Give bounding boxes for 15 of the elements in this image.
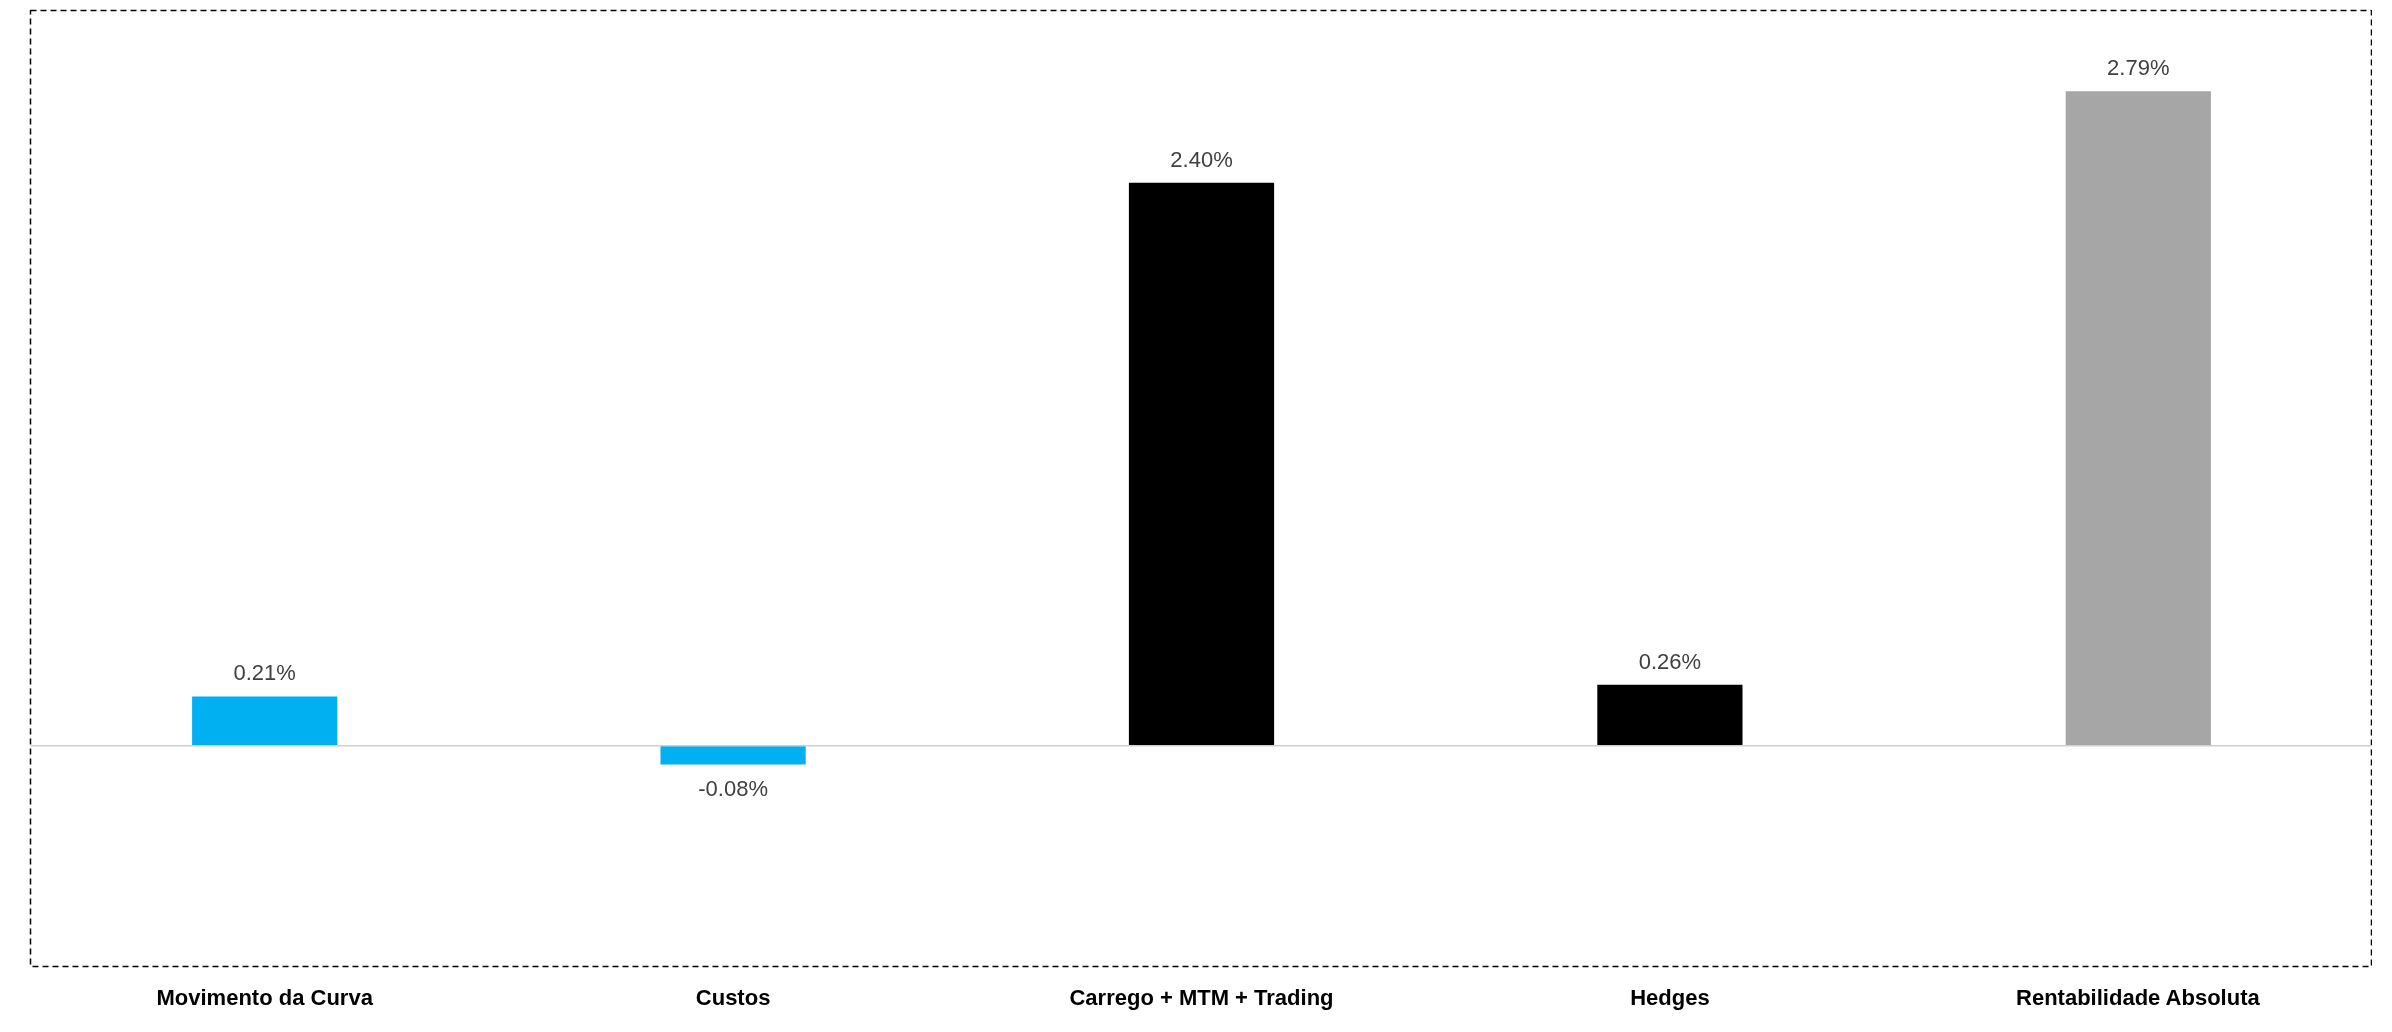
x-tick-label: Movimento da Curva: [156, 984, 374, 1010]
bar: [1128, 182, 1275, 746]
x-tick-label: Custos: [695, 984, 771, 1010]
x-tick-label: Carrego + MTM + Trading: [1069, 984, 1334, 1010]
data-label: -0.08%: [698, 775, 768, 801]
data-label: 0.21%: [233, 660, 296, 686]
bar: [660, 745, 806, 765]
x-tick-label: Rentabilidade Absoluta: [2016, 984, 2261, 1010]
data-label: 0.26%: [1638, 648, 1702, 674]
data-label: 2.40%: [1170, 146, 1233, 172]
bar: [192, 696, 338, 746]
bar: [1597, 684, 1743, 746]
bar: [2065, 91, 2211, 746]
data-label: 2.79%: [2107, 55, 2170, 81]
x-tick-label: Hedges: [1630, 984, 1710, 1010]
